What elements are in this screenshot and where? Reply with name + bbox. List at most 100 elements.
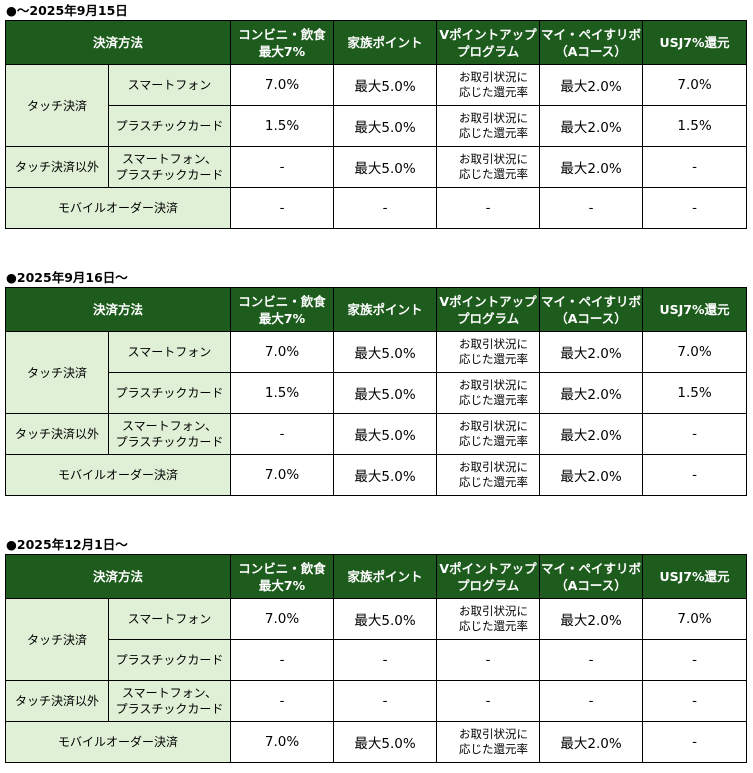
- header-mypay: マイ・ペイすリボ （Aコース）: [539, 554, 644, 599]
- table-row: プラスチックカード 1.5% 最大5.0% お取引状況に 応じた還元率 最大2.…: [6, 105, 748, 147]
- label-smartphone: スマートフォン: [107, 64, 232, 106]
- cell-family: 最大5.0%: [333, 64, 438, 106]
- header-mypay: マイ・ペイすリボ （Aコース）: [539, 287, 644, 332]
- cell-mypay: 最大2.0%: [539, 105, 644, 147]
- cell-family: -: [333, 680, 438, 722]
- cell-usj: 1.5%: [642, 105, 748, 147]
- cell-usj: 7.0%: [642, 64, 748, 106]
- header-method: 決済方法: [4, 20, 232, 65]
- table-row: モバイルオーダー決済 7.0% 最大5.0% お取引状況に 応じた還元率 最大2…: [4, 721, 748, 763]
- table-row: タッチ決済 スマートフォン 7.0% 最大5.0% お取引状況に 応じた還元率 …: [5, 64, 748, 147]
- header-row: 決済方法 コンビニ・飲食 最大7% 家族ポイント Vポイントアップ プログラム …: [4, 20, 748, 65]
- rate-table: 決済方法 コンビニ・飲食 最大7% 家族ポイント Vポイントアップ プログラム …: [4, 554, 748, 763]
- cell-mypay: 最大2.0%: [539, 598, 644, 640]
- cell-family: -: [333, 187, 438, 229]
- cell-mypay: -: [539, 639, 644, 681]
- cell-vpoint: お取引状況に 応じた還元率: [436, 721, 541, 763]
- cell-conv: 7.0%: [230, 64, 335, 106]
- label-non-touch: タッチ決済以外: [5, 680, 109, 722]
- cell-vpoint: -: [436, 187, 541, 229]
- cell-conv: -: [230, 187, 335, 229]
- cell-vpoint: お取引状況に 応じた還元率: [436, 64, 541, 106]
- table-row: タッチ決済以外 スマートフォン、 プラスチックカード - 最大5.0% お取引状…: [5, 413, 748, 455]
- table-row: タッチ決済 スマートフォン 7.0% 最大5.0% お取引状況に 応じた還元率 …: [5, 598, 748, 681]
- cell-family: 最大5.0%: [333, 146, 438, 188]
- cell-usj: -: [642, 146, 748, 188]
- rate-table: 決済方法 コンビニ・飲食 最大7% 家族ポイント Vポイントアップ プログラム …: [4, 287, 748, 496]
- table-row: プラスチックカード - - - - -: [6, 639, 748, 681]
- cell-conv: 1.5%: [230, 105, 335, 147]
- cell-usj: -: [642, 680, 748, 722]
- table-row: タッチ決済以外 スマートフォン、 プラスチックカード - - - - -: [5, 680, 748, 722]
- header-vpoint: Vポイントアップ プログラム: [436, 554, 541, 599]
- header-row: 決済方法 コンビニ・飲食 最大7% 家族ポイント Vポイントアップ プログラム …: [4, 554, 748, 599]
- table-row: モバイルオーダー決済 7.0% 最大5.0% お取引状況に 応じた還元率 最大2…: [4, 454, 748, 496]
- cell-mypay: 最大2.0%: [539, 413, 644, 455]
- cell-mypay: 最大2.0%: [539, 64, 644, 106]
- period-title: ●2025年9月16日～: [6, 270, 128, 285]
- label-plastic: プラスチックカード: [107, 105, 232, 147]
- label-both-devices: スマートフォン、 プラスチックカード: [107, 680, 232, 722]
- cell-family: 最大5.0%: [333, 105, 438, 147]
- table-row: タッチ決済 スマートフォン 7.0% 最大5.0% お取引状況に 応じた還元率 …: [5, 331, 748, 414]
- period-title: ●2025年12月1日～: [6, 537, 128, 552]
- label-touch: タッチ決済: [5, 598, 109, 681]
- cell-usj: 7.0%: [642, 598, 748, 640]
- cell-vpoint: お取引状況に 応じた還元率: [436, 372, 541, 414]
- cell-mypay: -: [539, 680, 644, 722]
- cell-vpoint: お取引状況に 応じた還元率: [436, 331, 541, 373]
- cell-conv: 7.0%: [230, 598, 335, 640]
- cell-conv: 7.0%: [230, 454, 335, 496]
- period-section: ●～2025年9月15日 決済方法 コンビニ・飲食 最大7% 家族ポイント Vポ…: [0, 2, 753, 229]
- label-plastic: プラスチックカード: [107, 372, 232, 414]
- header-conv: コンビニ・飲食 最大7%: [230, 287, 335, 332]
- header-conv: コンビニ・飲食 最大7%: [230, 554, 335, 599]
- header-vpoint: Vポイントアップ プログラム: [436, 20, 541, 65]
- cell-usj: -: [642, 721, 748, 763]
- cell-usj: -: [642, 413, 748, 455]
- cell-vpoint: お取引状況に 応じた還元率: [436, 454, 541, 496]
- cell-family: 最大5.0%: [333, 454, 438, 496]
- label-mobile-order: モバイルオーダー決済: [4, 454, 232, 496]
- cell-family: 最大5.0%: [333, 598, 438, 640]
- label-non-touch: タッチ決済以外: [5, 146, 109, 188]
- cell-vpoint: -: [436, 680, 541, 722]
- header-family: 家族ポイント: [333, 20, 438, 65]
- label-smartphone: スマートフォン: [107, 598, 232, 640]
- label-both-devices: スマートフォン、 プラスチックカード: [107, 146, 232, 188]
- cell-mypay: 最大2.0%: [539, 146, 644, 188]
- cell-vpoint: お取引状況に 応じた還元率: [436, 413, 541, 455]
- label-touch: タッチ決済: [5, 331, 109, 414]
- cell-vpoint: -: [436, 639, 541, 681]
- cell-mypay: 最大2.0%: [539, 372, 644, 414]
- cell-family: 最大5.0%: [333, 372, 438, 414]
- cell-usj: 7.0%: [642, 331, 748, 373]
- cell-mypay: 最大2.0%: [539, 331, 644, 373]
- cell-vpoint: お取引状況に 応じた還元率: [436, 598, 541, 640]
- cell-family: 最大5.0%: [333, 413, 438, 455]
- label-non-touch: タッチ決済以外: [5, 413, 109, 455]
- cell-conv: -: [230, 680, 335, 722]
- period-title: ●～2025年9月15日: [6, 3, 128, 18]
- cell-family: 最大5.0%: [333, 331, 438, 373]
- header-usj: USJ7%還元: [642, 20, 748, 65]
- header-conv: コンビニ・飲食 最大7%: [230, 20, 335, 65]
- label-plastic: プラスチックカード: [107, 639, 232, 681]
- table-row: モバイルオーダー決済 - - - - -: [4, 187, 748, 229]
- cell-usj: -: [642, 639, 748, 681]
- header-family: 家族ポイント: [333, 287, 438, 332]
- period-section: ●2025年12月1日～ 決済方法 コンビニ・飲食 最大7% 家族ポイント Vポ…: [0, 536, 753, 763]
- cell-conv: 1.5%: [230, 372, 335, 414]
- cell-family: 最大5.0%: [333, 721, 438, 763]
- label-touch: タッチ決済: [5, 64, 109, 147]
- cell-usj: -: [642, 187, 748, 229]
- cell-usj: 1.5%: [642, 372, 748, 414]
- header-mypay: マイ・ペイすリボ （Aコース）: [539, 20, 644, 65]
- cell-vpoint: お取引状況に 応じた還元率: [436, 146, 541, 188]
- header-family: 家族ポイント: [333, 554, 438, 599]
- rate-table: 決済方法 コンビニ・飲食 最大7% 家族ポイント Vポイントアップ プログラム …: [4, 20, 748, 229]
- cell-conv: 7.0%: [230, 721, 335, 763]
- cell-family: -: [333, 639, 438, 681]
- cell-conv: -: [230, 146, 335, 188]
- header-method: 決済方法: [4, 554, 232, 599]
